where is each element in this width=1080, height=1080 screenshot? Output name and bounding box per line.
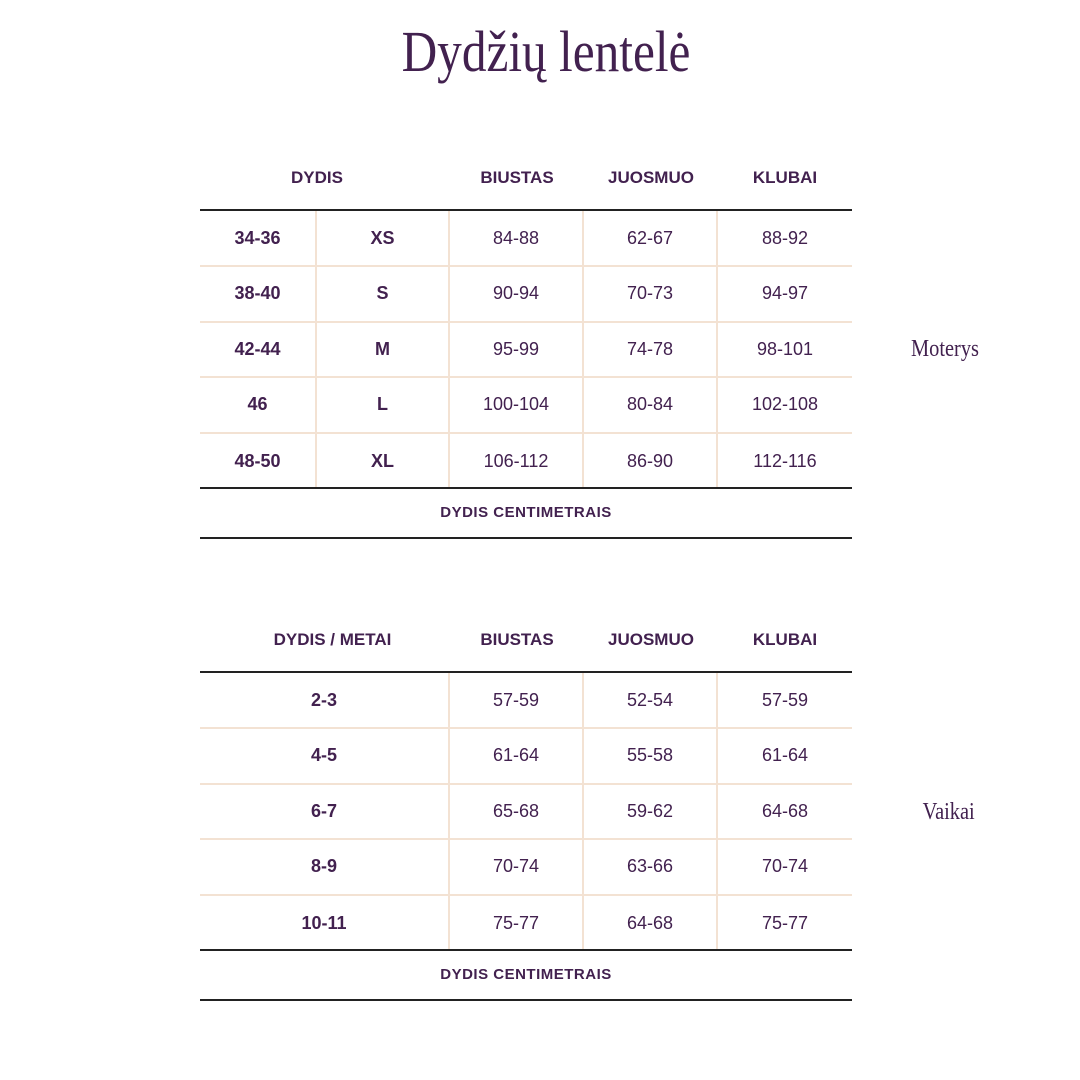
column-header: DYDIS / METAI [273, 630, 392, 649]
footer-rule [200, 487, 852, 489]
kids-label: Vaikai [922, 799, 975, 825]
table-cell: 98-101 [756, 338, 814, 359]
table-cell: 62-67 [584, 211, 718, 265]
page-title: Dydžių lentelė [401, 19, 691, 84]
table-cell: 88-92 [761, 227, 809, 248]
table-cell: 70-73 [584, 266, 718, 321]
table-cell: 64-68 [761, 800, 809, 821]
table-cell: 61-64 [450, 728, 584, 783]
table-cell: 42-44 [200, 322, 317, 376]
bottom-rule [200, 537, 852, 539]
table-cell: 75-77 [761, 912, 809, 933]
table-cell: 70-74 [450, 839, 584, 894]
table-cell: 63-66 [584, 839, 718, 894]
table-row: 2-3 57-59 52-54 57-59 [200, 673, 852, 729]
table-cell: 95-99 [450, 322, 584, 376]
column-header: DYDIS [291, 168, 343, 187]
table-cell: 38-40 [200, 266, 317, 321]
table-cell: M [317, 322, 450, 376]
column-header: JUOSMUO [608, 168, 694, 187]
table-cell: XL [317, 433, 450, 489]
table-cell: 59-62 [584, 784, 718, 838]
table-cell: 100-104 [450, 377, 584, 432]
table-cell: XS [317, 211, 450, 265]
table-cell: 61-64 [761, 745, 809, 765]
table-cell: 55-58 [584, 728, 718, 783]
table-cell: 64-68 [584, 895, 718, 951]
table-cell: 84-88 [450, 211, 584, 265]
table-footer: DYDIS CENTIMETRAIS [440, 504, 612, 521]
bottom-rule [200, 999, 852, 1001]
header-rule [200, 671, 852, 673]
footer-rule [200, 949, 852, 951]
table-cell: 74-78 [584, 322, 718, 376]
table-cell: 34-36 [200, 211, 317, 265]
table-row: 6-7 65-68 59-62 64-68 [200, 784, 852, 840]
column-header: KLUBAI [752, 630, 818, 649]
table-cell: 106-112 [450, 433, 584, 489]
table-cell: 8-9 [200, 839, 450, 894]
table-cell: 75-77 [450, 895, 584, 951]
table-cell: 65-68 [450, 784, 584, 838]
table-cell: 112-116 [753, 450, 817, 471]
table-cell: 52-54 [584, 673, 718, 727]
table-cell: 80-84 [584, 377, 718, 432]
column-header: JUOSMUO [608, 630, 694, 649]
table-cell: 94-97 [761, 283, 809, 303]
table-cell: 6-7 [200, 784, 450, 838]
table-cell: 2-3 [200, 673, 450, 727]
table-cell: 57-59 [761, 689, 809, 710]
table-row: 46 L 100-104 80-84 102-108 [200, 377, 852, 434]
column-header: BIUSTAS [480, 630, 554, 649]
table-cell: 102-108 [751, 394, 819, 414]
table-row: 48-50 XL 106-112 86-90 112-116 [200, 433, 852, 489]
table-row: 4-5 61-64 55-58 61-64 [200, 728, 852, 785]
table-row: 42-44 M 95-99 74-78 98-101 [200, 322, 852, 378]
column-header: BIUSTAS [480, 168, 554, 187]
table-cell: 70-74 [761, 856, 809, 876]
kids-size-table: DYDIS / METAI BIUSTAS JUOSMUO KLUBAI 2-3 57-5… [200, 622, 852, 1002]
header-rule [200, 209, 852, 211]
table-cell: 46 [200, 377, 317, 432]
column-header: KLUBAI [752, 168, 818, 187]
table-cell: 10-11 [200, 895, 450, 951]
table-footer: DYDIS CENTIMETRAIS [440, 966, 612, 983]
table-row: 10-11 75-77 64-68 75-77 [200, 895, 852, 951]
table-cell: L [317, 377, 450, 432]
women-size-table: DYDIS BIUSTAS JUOSMUO KLUBAI 34-36 XS 84-88 62-… [200, 160, 852, 540]
table-row: 34-36 XS 84-88 62-67 88-92 [200, 211, 852, 267]
table-row: 8-9 70-74 63-66 70-74 [200, 839, 852, 896]
table-cell: 86-90 [584, 433, 718, 489]
table-cell: 4-5 [200, 728, 450, 783]
table-cell: 48-50 [200, 433, 317, 489]
table-row: 38-40 S 90-94 70-73 94-97 [200, 266, 852, 323]
table-cell: S [317, 266, 450, 321]
women-label: Moterys [911, 336, 979, 362]
table-cell: 90-94 [450, 266, 584, 321]
table-cell: 57-59 [450, 673, 584, 727]
